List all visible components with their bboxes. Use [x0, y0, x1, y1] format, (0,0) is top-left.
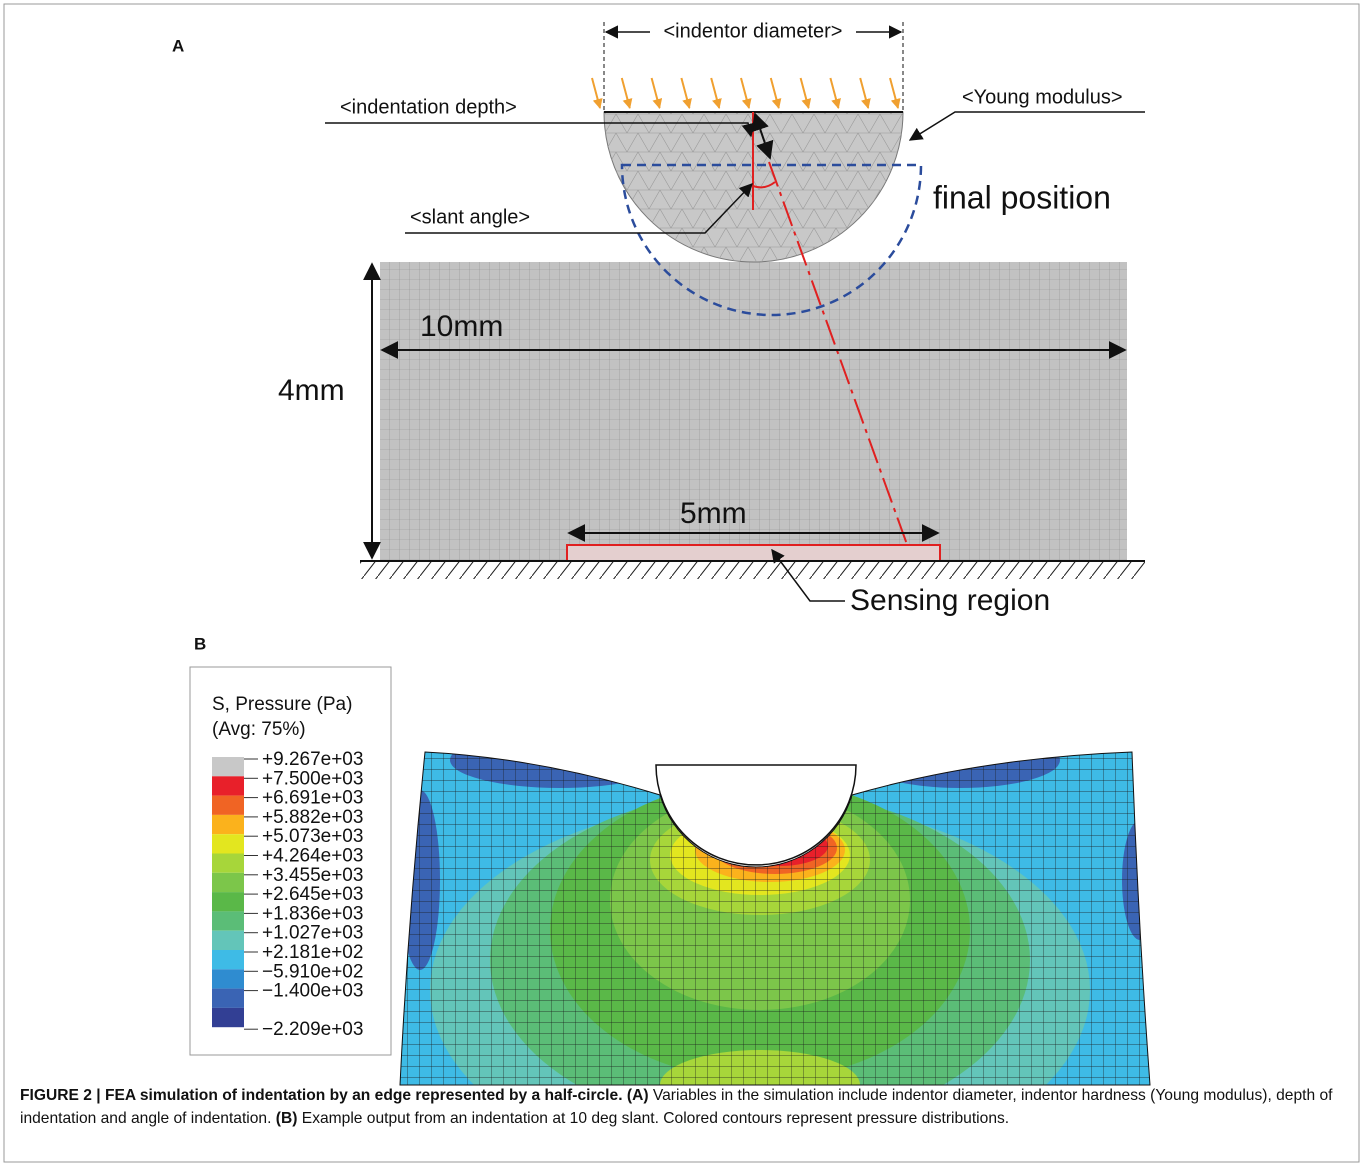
indentor-diameter: <indentor diameter>	[663, 20, 842, 42]
legend-swatch	[212, 814, 244, 835]
legend-swatch	[212, 969, 244, 989]
indentation-depth: <indentation depth>	[340, 96, 517, 118]
leader	[405, 183, 753, 234]
legend-swatch	[212, 930, 244, 950]
depth-arrow	[751, 112, 774, 160]
substrate-mesh	[380, 262, 1127, 560]
width-label: 10mm	[420, 310, 503, 343]
load-arrow	[680, 77, 692, 109]
panel-label: B	[194, 634, 206, 653]
load-arrow	[740, 77, 752, 109]
sensing-region-label: Sensing region	[850, 584, 1050, 617]
legend-tick-label: +4.264e+03	[262, 846, 363, 867]
legend: +9.267e+03+7.500e+03+6.691e+03+5.882e+03…	[212, 749, 363, 1040]
panel-label: A	[172, 36, 184, 55]
load-arrow	[710, 77, 722, 109]
indentor-b	[655, 764, 857, 866]
legend-tick-label: +2.645e+03	[262, 884, 363, 905]
frame	[3, 3, 1360, 1163]
caption: FIGURE 2 | FEA simulation of indentation…	[20, 1084, 1345, 1130]
leader	[325, 122, 755, 138]
height-label: 4mm	[278, 374, 345, 407]
leader	[908, 111, 1145, 141]
diameter-dimension	[603, 20, 904, 112]
legend-swatch	[212, 1007, 244, 1028]
legend-tick-label: +6.691e+03	[262, 788, 363, 809]
legend-swatch	[212, 950, 244, 970]
load-arrow	[591, 77, 603, 109]
caption-part-label: (A)	[626, 1087, 649, 1104]
young-modulus: <Young modulus>	[962, 86, 1123, 108]
legend-swatch	[212, 795, 244, 815]
legend-tick-label: +5.882e+03	[262, 807, 363, 828]
legend-tick-label: +2.181e+02	[262, 942, 363, 963]
caption-part-text: Example output from an indentation at 10…	[301, 1110, 1010, 1127]
load-arrow	[829, 77, 841, 109]
ground-hatch	[360, 561, 1145, 579]
legend-title: S, Pressure (Pa)	[212, 694, 352, 715]
load-arrow	[859, 77, 871, 109]
caption-title: FIGURE 2 | FEA simulation of indentation…	[20, 1087, 623, 1104]
legend-tick-label: +3.455e+03	[262, 865, 363, 886]
final-position: final position	[933, 179, 1111, 215]
legend-tick-label: −1.400e+03	[262, 981, 363, 1002]
final-position-outline	[620, 163, 923, 317]
legend-swatch	[212, 834, 244, 854]
legend-tick-label: +7.500e+03	[262, 768, 363, 789]
load-arrow	[889, 77, 901, 109]
legend-tick-label: +1.027e+03	[262, 923, 363, 944]
sensing-region-box	[566, 544, 941, 562]
legend-swatch	[212, 776, 244, 796]
caption-part-label: (B)	[275, 1110, 298, 1127]
caption-part-text: Variables in the simulation include inde…	[20, 1087, 1333, 1127]
legend-swatch	[212, 757, 244, 777]
slant-line	[768, 161, 914, 562]
legend-swatch	[212, 872, 244, 893]
sensor-width-label: 5mm	[680, 497, 747, 530]
legend-tick-label: +5.073e+03	[262, 826, 363, 847]
legend-swatch	[212, 988, 244, 1008]
load-arrow	[799, 77, 812, 109]
legend-subtitle: (Avg: 75%)	[212, 719, 306, 740]
legend-tick-label: −2.209e+03	[262, 1019, 363, 1040]
legend-swatch	[212, 911, 244, 931]
legend-tick-label: +1.836e+03	[262, 903, 363, 924]
legend-swatch	[212, 853, 244, 873]
angle-arc	[752, 181, 776, 189]
legend-tick-label: −5.910e+02	[262, 961, 363, 982]
legend-swatch	[212, 892, 244, 912]
load-arrow	[620, 77, 633, 109]
leader	[771, 548, 845, 602]
slant-angle: <slant angle>	[410, 206, 530, 228]
load-arrows	[591, 77, 901, 109]
legend-tick-label: +9.267e+03	[262, 749, 363, 770]
load-arrow	[650, 77, 663, 109]
load-arrow	[769, 77, 782, 109]
